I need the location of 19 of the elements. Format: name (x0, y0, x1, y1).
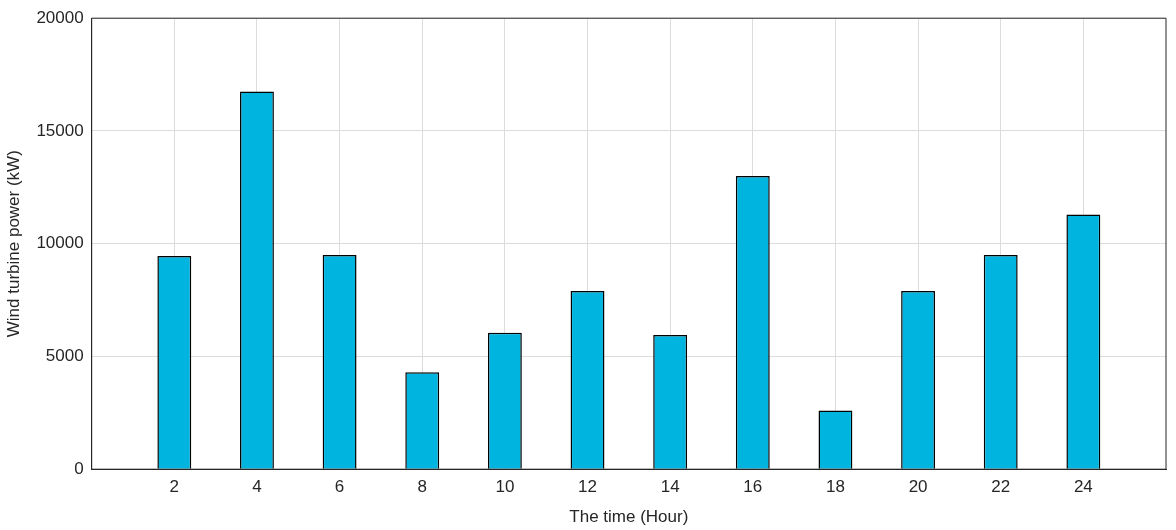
x-tick-label: 10 (495, 477, 515, 497)
x-tick-label: 8 (417, 477, 427, 497)
x-tick-label: 20 (908, 477, 928, 497)
x-tick-label: 24 (1073, 477, 1093, 497)
y-tick-label: 0 (74, 458, 84, 478)
x-axis-title: The time (Hour) (569, 507, 689, 527)
y-tick-label: 10000 (36, 233, 84, 253)
x-tick-label: 22 (991, 477, 1011, 497)
x-tick-label: 4 (252, 477, 262, 497)
x-tick-label: 6 (334, 477, 345, 497)
y-axis-title: Wind turbine power (kW) (3, 150, 23, 338)
x-tick-label: 2 (169, 477, 180, 497)
x-tick-label: 18 (825, 477, 845, 497)
x-tick-label: 12 (578, 477, 597, 497)
y-tick-label: 5000 (45, 346, 84, 366)
y-tick-label: 15000 (36, 120, 84, 140)
x-tick-label: 14 (660, 477, 680, 497)
x-tick-label: 16 (743, 477, 763, 497)
y-tick-label: 20000 (36, 7, 84, 27)
